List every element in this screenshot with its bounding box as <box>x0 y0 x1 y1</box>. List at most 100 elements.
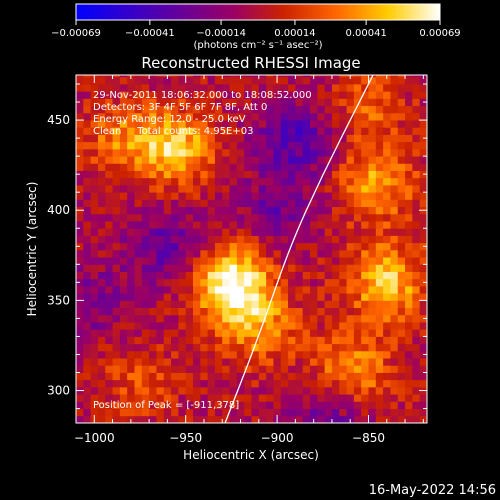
heatmap-cell <box>266 127 274 135</box>
heatmap-cell <box>295 336 304 345</box>
heatmap-cell <box>171 199 179 208</box>
heatmap-cell <box>405 271 413 280</box>
heatmap-cell <box>185 235 194 244</box>
heatmap-cell <box>193 343 201 352</box>
heatmap-cell <box>273 372 282 381</box>
heatmap-cell <box>310 379 318 388</box>
heatmap-cell <box>412 120 421 128</box>
heatmap-cell <box>127 221 135 229</box>
heatmap-cell <box>200 257 209 265</box>
heatmap-cell <box>295 329 304 337</box>
heatmap-cell <box>251 235 260 244</box>
heatmap-cell <box>127 257 135 265</box>
heatmap-cell <box>310 127 318 135</box>
heatmap-cell <box>412 76 421 85</box>
heatmap-cell <box>178 336 187 345</box>
heatmap-cell <box>141 84 150 92</box>
heatmap-cell <box>105 249 113 258</box>
heatmap-cell <box>156 358 165 366</box>
heatmap-cell <box>185 148 194 157</box>
heatmap-cell <box>251 134 260 143</box>
heatmap-cell <box>295 235 304 244</box>
heatmap-cell <box>222 365 230 373</box>
heatmap-cell <box>105 76 113 85</box>
heatmap-cell <box>266 343 274 352</box>
heatmap-cell <box>258 408 267 417</box>
heatmap-cell <box>236 134 245 143</box>
heatmap-cell <box>134 242 143 251</box>
heatmap-cell <box>207 394 216 402</box>
heatmap-cell <box>90 112 99 121</box>
heatmap-cell <box>419 394 427 402</box>
heatmap-cell <box>273 285 282 294</box>
heatmap-cell <box>273 134 282 143</box>
plot-frame <box>75 74 428 424</box>
heatmap-cell <box>273 264 282 272</box>
heatmap-cell <box>317 213 326 222</box>
heatmap-cell <box>302 199 311 208</box>
heatmap-cell <box>331 372 340 381</box>
heatmap-cell <box>127 329 135 337</box>
colorbar-tick-label: −0.00041 <box>125 28 175 39</box>
heatmap-cell <box>105 336 113 345</box>
heatmap-cell <box>149 322 157 330</box>
heatmap-cell <box>178 379 187 388</box>
heatmap-cell <box>324 221 333 229</box>
heatmap-cell <box>346 336 355 345</box>
heatmap-cell <box>171 394 179 402</box>
heatmap-cell <box>83 141 92 150</box>
heatmap-cell <box>76 372 84 381</box>
heatmap-cell <box>273 365 282 373</box>
heatmap-cells <box>76 75 427 423</box>
heatmap-cell <box>207 300 216 309</box>
heatmap-cell <box>273 98 282 107</box>
heatmap-cell <box>405 249 413 258</box>
heatmap-cell <box>171 278 179 287</box>
heatmap-cell <box>149 221 157 229</box>
heatmap-cell <box>375 322 384 330</box>
heatmap-cell <box>229 285 238 294</box>
heatmap-cell <box>405 307 413 316</box>
heatmap-cell <box>222 221 230 229</box>
heatmap-cell <box>171 264 179 272</box>
heatmap-cell <box>156 177 165 186</box>
heatmap-cell <box>317 401 326 409</box>
heatmap-cell <box>405 386 413 395</box>
heatmap-cell <box>178 249 187 258</box>
heatmap-cell <box>149 343 157 352</box>
heatmap-cell <box>295 177 304 186</box>
heatmap-cell <box>229 386 238 395</box>
heatmap-cell <box>412 105 421 114</box>
heatmap-cell <box>383 257 391 265</box>
heatmap-cell <box>171 228 179 236</box>
heatmap-cell <box>339 336 347 345</box>
heatmap-cell <box>214 206 223 215</box>
heatmap-cell <box>280 192 289 200</box>
heatmap-cell <box>185 401 194 409</box>
heatmap-cell <box>97 365 106 373</box>
heatmap-cell <box>207 105 216 114</box>
heatmap-cell <box>419 336 427 345</box>
heatmap-cell <box>375 98 384 107</box>
heatmap-cell <box>288 120 296 128</box>
heatmap-cell <box>310 307 318 316</box>
heatmap-cell <box>134 120 143 128</box>
heatmap-cell <box>156 408 165 417</box>
heatmap-cell <box>83 293 92 301</box>
heatmap-cell <box>258 242 267 251</box>
heatmap-cell <box>331 379 340 388</box>
heatmap-cell <box>207 401 216 409</box>
heatmap-cell <box>90 372 99 381</box>
heatmap-cell <box>244 264 252 272</box>
heatmap-cell <box>127 271 135 280</box>
heatmap-cell <box>346 264 355 272</box>
heatmap-cell <box>127 386 135 395</box>
heatmap-cell <box>280 127 289 135</box>
heatmap-cell <box>193 120 201 128</box>
heatmap-cell <box>273 336 282 345</box>
heatmap-cell <box>105 278 113 287</box>
heatmap-cell <box>383 242 391 251</box>
heatmap-cell <box>105 120 113 128</box>
heatmap-cell <box>390 184 399 193</box>
heatmap-cell <box>229 148 238 157</box>
